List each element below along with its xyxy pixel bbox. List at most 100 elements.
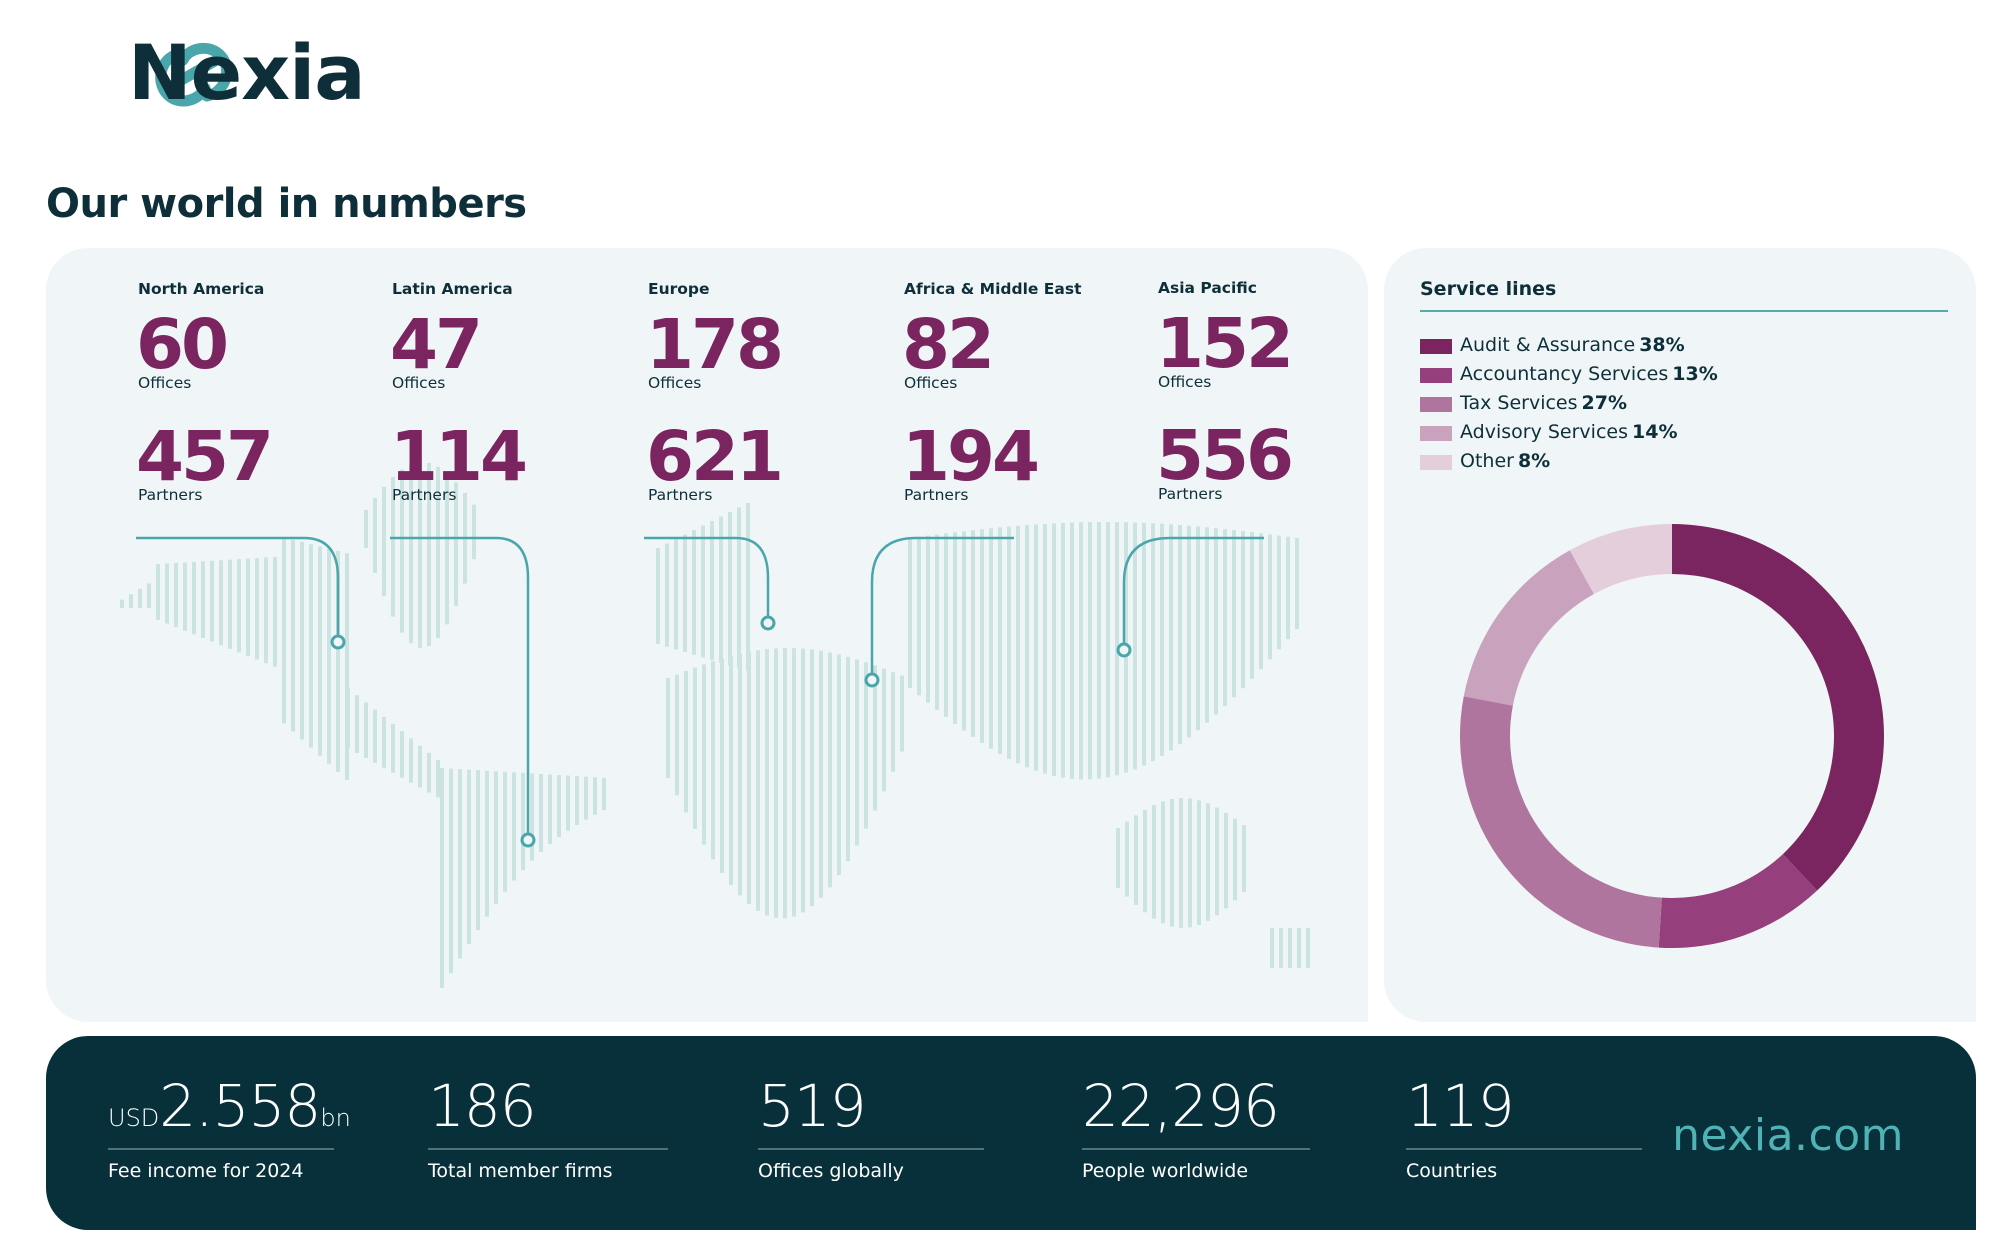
map-bar xyxy=(120,599,124,608)
map-pin-icon xyxy=(1116,642,1132,658)
map-bar xyxy=(1232,530,1236,698)
map-bar xyxy=(1223,529,1227,707)
map-bar xyxy=(467,769,471,945)
map-bar xyxy=(908,538,912,688)
map-bar xyxy=(458,769,462,959)
map-bar xyxy=(1215,807,1219,916)
map-bar xyxy=(684,670,688,813)
stat-value: 2.558 xyxy=(159,1072,321,1140)
map-bar xyxy=(1279,928,1283,968)
map-bar xyxy=(765,649,769,916)
map-bar xyxy=(409,738,413,783)
map-bar xyxy=(1178,524,1182,745)
map-bar xyxy=(454,482,458,606)
map-bar xyxy=(1161,801,1165,924)
map-bar xyxy=(1205,527,1209,723)
map-bar xyxy=(702,664,706,845)
partners-label: Partners xyxy=(904,486,969,504)
map-bar xyxy=(783,648,787,919)
map-bar xyxy=(891,672,895,772)
legend-swatch xyxy=(1420,455,1452,470)
map-bar xyxy=(1268,534,1272,660)
map-bar xyxy=(1097,522,1101,779)
map-bar xyxy=(846,656,850,862)
map-bar xyxy=(557,775,561,838)
map-pin-icon xyxy=(864,672,880,688)
map-bar xyxy=(746,503,750,671)
map-bar xyxy=(1116,828,1120,888)
map-bar xyxy=(980,529,984,743)
map-bar xyxy=(309,544,313,748)
map-bar xyxy=(566,775,570,831)
nexia-logo-icon xyxy=(155,42,233,107)
offices-count: 178 xyxy=(646,305,784,385)
map-bar xyxy=(989,528,993,749)
donut-slice-advisory-services xyxy=(1463,550,1594,706)
world-map-panel: North America 60 Offices 457 Partners La… xyxy=(46,248,1368,1022)
stat-label: People worldwide xyxy=(1082,1160,1249,1182)
service-lines-donut-chart xyxy=(1460,524,1884,948)
page-title: Our world in numbers xyxy=(46,181,527,227)
offices-count: 47 xyxy=(390,305,483,385)
website-link[interactable]: nexia.com xyxy=(1672,1110,1904,1161)
legend-percent: 8% xyxy=(1517,450,1551,472)
stat-value: 519 xyxy=(758,1072,867,1140)
map-bar xyxy=(719,516,723,663)
map-bar xyxy=(530,773,534,861)
region-connector-line xyxy=(870,536,1014,680)
map-bar xyxy=(1206,803,1210,921)
map-bar xyxy=(228,559,232,649)
service-lines-title: Service lines xyxy=(1420,278,1557,300)
map-bar xyxy=(602,777,606,811)
map-bar xyxy=(1079,522,1083,780)
map-bar xyxy=(445,473,449,625)
partners-label: Partners xyxy=(392,486,457,504)
map-bar xyxy=(926,535,930,703)
map-bar xyxy=(1025,525,1029,768)
map-bar xyxy=(801,648,805,913)
map-bar xyxy=(1196,526,1200,731)
map-bar xyxy=(1142,522,1146,766)
map-pin-icon xyxy=(520,832,536,848)
map-bar xyxy=(1034,524,1038,771)
stat-label: Total member firms xyxy=(428,1160,613,1182)
divider xyxy=(428,1148,668,1150)
map-bar xyxy=(1016,525,1020,764)
map-bar xyxy=(593,777,597,815)
region-connector-line xyxy=(1122,536,1264,650)
map-bar xyxy=(494,771,498,904)
legend-percent: 27% xyxy=(1581,392,1627,414)
offices-count: 60 xyxy=(136,305,229,385)
map-bar xyxy=(1288,928,1292,968)
map-bar xyxy=(346,688,350,748)
map-bar xyxy=(291,539,295,732)
map-bar xyxy=(436,466,440,639)
map-bar xyxy=(756,650,760,911)
legend-label: Audit & Assurance xyxy=(1460,334,1636,356)
divider xyxy=(1082,1148,1310,1150)
legend-swatch xyxy=(1420,397,1452,412)
map-bar xyxy=(674,539,678,650)
map-bar xyxy=(503,771,507,892)
service-lines-panel: Service lines Audit & Assurance 38% Accou… xyxy=(1384,248,1976,1022)
map-bar xyxy=(962,531,966,731)
map-bar xyxy=(246,558,250,656)
map-bar xyxy=(1134,815,1138,905)
footer-stats-band: USD2.558bn Fee income for 2024 186 Total… xyxy=(46,1036,1976,1230)
map-bar xyxy=(747,651,751,905)
map-bar xyxy=(373,709,377,763)
map-bar xyxy=(666,678,670,778)
map-bar xyxy=(255,558,259,660)
map-bar xyxy=(864,662,868,829)
map-bar xyxy=(1133,522,1137,770)
region-connector-line xyxy=(644,536,770,623)
map-bar xyxy=(1169,524,1173,751)
legend-percent: 14% xyxy=(1632,421,1678,443)
map-bar xyxy=(219,560,223,646)
map-bar xyxy=(837,654,841,876)
map-bar xyxy=(693,667,697,829)
partners-label: Partners xyxy=(138,486,203,504)
divider xyxy=(1420,310,1948,312)
divider xyxy=(1406,1148,1642,1150)
map-bar xyxy=(273,556,277,667)
